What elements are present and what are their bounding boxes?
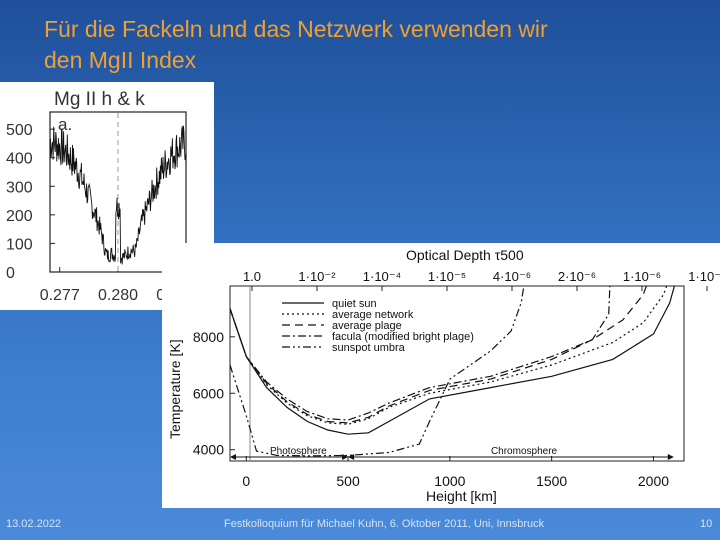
mgii-spectrum-line: [49, 125, 187, 265]
series-line-3: [230, 286, 611, 421]
mgii-y-tick-label: 100: [6, 236, 33, 253]
series-line-1: [230, 286, 668, 425]
legend-entry: facula (modified bright plage): [332, 331, 474, 343]
temperature-axis-label: Temperature [K]: [167, 339, 183, 439]
optical-depth-tick-label: 1.0: [243, 269, 261, 284]
height-x-tick-label: 500: [336, 473, 360, 489]
mgii-chart-title: Mg II h & k: [54, 89, 145, 110]
slide-title: Für die Fackeln und das Netzwerk verwend…: [44, 14, 714, 76]
mgii-y-tick-label: 200: [6, 208, 33, 225]
temperature-profile-chart: Optical Depth τ500 1.0 1·10⁻² 1·10⁻⁴ 1·10⁻⁵…: [167, 247, 720, 504]
slide-title-line1: Für die Fackeln und das Netzwerk verwend…: [44, 16, 548, 42]
mgii-y-tick-label: 500: [6, 122, 33, 139]
height-x-tick-label: 1500: [536, 473, 567, 489]
mgii-y-tick-label: 400: [6, 151, 33, 168]
temperature-y-tick-label: 6000: [193, 385, 224, 401]
optical-depth-tick-label: 1·10⁻⁴: [363, 269, 401, 284]
region-arrow-head: [342, 454, 349, 460]
region-arrow-head: [230, 454, 236, 460]
height-x-tick-label: 2000: [638, 473, 669, 489]
temperature-y-tick-label: 4000: [193, 442, 224, 458]
footer-page-number: 10: [700, 518, 713, 530]
temperature-y-tick-label: 8000: [193, 329, 224, 345]
optical-depth-title: Optical Depth τ500: [406, 247, 524, 263]
optical-depth-tick-label: 4·10⁻⁶: [493, 269, 531, 284]
legend-entry: sunspot umbra: [332, 342, 406, 354]
height-axis-label: Height [km]: [426, 488, 497, 504]
region-label: Chromosphere: [491, 446, 558, 457]
legend-entry: quiet sun: [332, 298, 377, 310]
optical-depth-tick-label: 1·10⁻⁷: [688, 269, 720, 284]
mgii-x-tick-label: 0.277: [40, 287, 80, 304]
legend-entry: average plage: [332, 320, 402, 332]
mgii-x-tick-label: 0.280: [98, 287, 138, 304]
legend-entry: average network: [332, 309, 414, 321]
footer-date: 13.02.2022: [6, 518, 62, 530]
height-x-tick-label: 1000: [434, 473, 465, 489]
slide-title-line2: den MgII Index: [44, 47, 197, 73]
mgii-y-tick-label: 0: [6, 265, 15, 282]
series-line-2: [230, 286, 648, 424]
region-arrow-head: [348, 454, 355, 460]
footer-center-text: Festkolloquium für Michael Kuhn, 6. Okto…: [224, 518, 545, 530]
series-line-4: [230, 286, 525, 457]
mgii-panel-label: a.: [58, 115, 72, 134]
mgii-spectrum-panel: Mg II h & k a. 500 400 300 200 100 0 0.277 0.2…: [0, 82, 214, 310]
optical-depth-tick-label: 2·10⁻⁶: [558, 269, 596, 284]
optical-depth-tick-label: 1·10⁻⁵: [428, 269, 466, 284]
temperature-plot-frame: [229, 285, 685, 462]
region-label: Photosphere: [270, 446, 327, 457]
optical-depth-tick-label: 1·10⁻²: [298, 269, 336, 284]
height-x-tick-label: 0: [242, 473, 250, 489]
mgii-y-tick-label: 300: [6, 179, 33, 196]
optical-depth-tick-label: 1·10⁻⁶: [623, 269, 661, 284]
region-arrow-head: [667, 454, 674, 460]
temperature-profile-panel: Optical Depth τ500 1.0 1·10⁻² 1·10⁻⁴ 1·10⁻⁵…: [162, 243, 720, 508]
series-line-0: [230, 286, 676, 435]
